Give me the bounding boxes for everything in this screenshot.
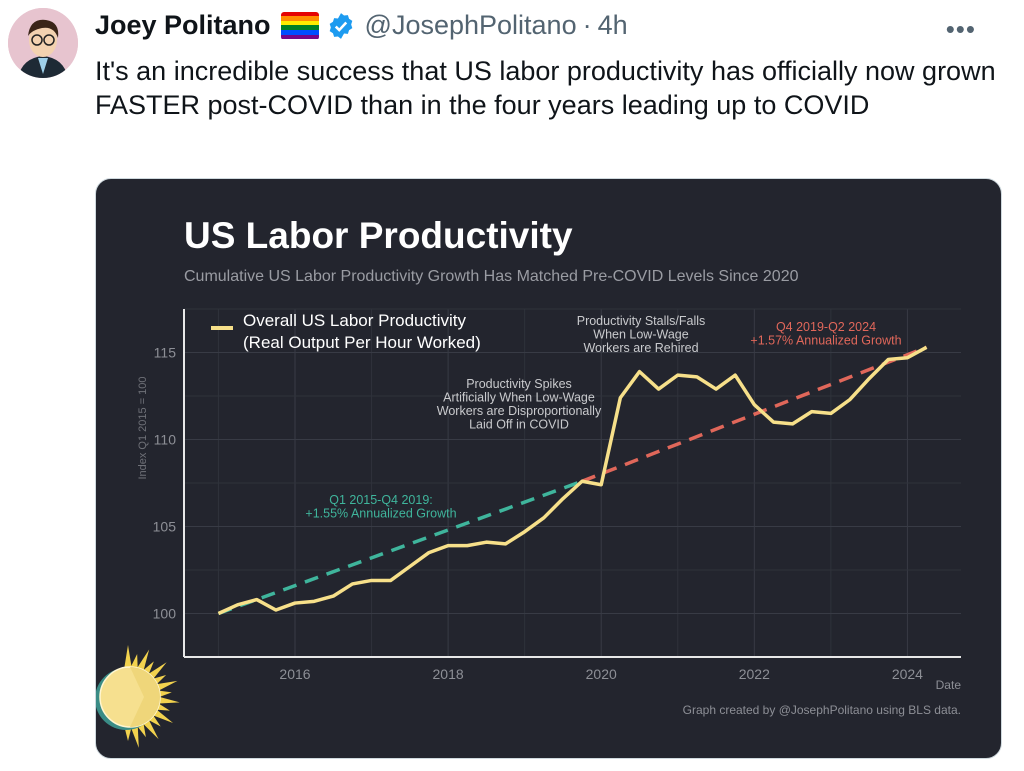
- annotation-text: +1.55% Annualized Growth: [305, 507, 456, 521]
- trend-line-pre-covid: [217, 479, 583, 616]
- y-tick-label: 100: [153, 606, 177, 622]
- x-tick-label: 2020: [586, 666, 617, 682]
- legend-label: Overall US Labor Productivity: [243, 311, 466, 330]
- annotation-text: Productivity Stalls/Falls: [577, 314, 706, 328]
- more-horizontal-icon[interactable]: •••: [945, 14, 976, 44]
- author-handle[interactable]: @JosephPolitano: [364, 10, 577, 40]
- y-tick-label: 105: [153, 519, 177, 535]
- avatar[interactable]: [8, 8, 78, 78]
- chart-title: US Labor Productivity: [184, 215, 573, 256]
- annotation-text: Workers are Rehired: [583, 341, 698, 355]
- y-tick-label: 115: [154, 345, 177, 361]
- annotation-text: Artificially When Low-Wage: [443, 391, 595, 405]
- separator: ·: [582, 10, 592, 40]
- verified-badge-icon: [327, 12, 355, 40]
- annotation-text: When Low-Wage: [593, 328, 688, 342]
- annotation-text: Q4 2019-Q2 2024: [776, 320, 876, 334]
- author-name[interactable]: Joey Politano: [95, 10, 271, 40]
- x-tick-label: 2024: [892, 666, 923, 682]
- legend-label: (Real Output Per Hour Worked): [243, 333, 481, 352]
- series-line-labor-productivity: [217, 345, 928, 616]
- annotation-text: Productivity Spikes: [466, 377, 572, 391]
- tweet-text: It's an incredible success that US labor…: [95, 56, 996, 120]
- trend-line-post-covid: [581, 345, 928, 483]
- rainbow-flag-icon: [280, 11, 319, 40]
- chart-card[interactable]: US Labor Productivity Cumulative US Labo…: [95, 178, 1002, 759]
- x-tick-label: 2018: [433, 666, 464, 682]
- annotation-text: Workers are Disproportionally: [437, 404, 602, 418]
- annotation-text: +1.57% Annualized Growth: [750, 334, 901, 348]
- x-tick-label: 2022: [739, 666, 770, 682]
- line-chart: 2016 2018 2020 2022 2024 100 105 110 115 Date Inde…: [96, 308, 962, 748]
- y-axis-label: Index Q1 2015 = 100: [137, 376, 149, 479]
- x-axis-label: Date: [936, 678, 962, 692]
- y-tick-label: 110: [154, 432, 177, 448]
- sun-logo: [96, 645, 180, 748]
- tweet-header: Joey Politano @JosephPolitano · 4h: [95, 10, 628, 41]
- annotation-text: Laid Off in COVID: [469, 418, 569, 432]
- timestamp[interactable]: 4h: [597, 10, 628, 40]
- x-tick-label: 2016: [279, 666, 310, 682]
- chart-subtitle: Cumulative US Labor Productivity Growth …: [184, 268, 799, 285]
- annotation-text: Q1 2015-Q4 2019:: [329, 493, 433, 507]
- chart-credit: Graph created by @JosephPolitano using B…: [683, 703, 961, 717]
- avatar-image: [8, 8, 78, 78]
